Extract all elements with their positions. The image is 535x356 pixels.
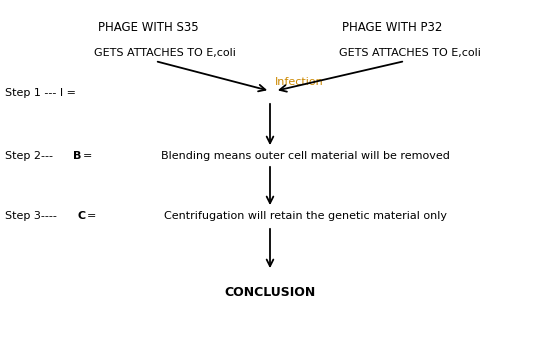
Text: Blending means outer cell material will be removed: Blending means outer cell material will … [160, 151, 449, 161]
Text: PHAGE WITH P32: PHAGE WITH P32 [342, 21, 442, 34]
Text: C: C [77, 211, 85, 221]
Text: GETS ATTACHES TO E,coli: GETS ATTACHES TO E,coli [94, 48, 236, 58]
Text: =: = [83, 151, 93, 161]
Text: PHAGE WITH S35: PHAGE WITH S35 [98, 21, 198, 34]
Text: Step 3----: Step 3---- [5, 211, 57, 221]
Text: CONCLUSION: CONCLUSION [224, 286, 316, 299]
Text: Infection: Infection [275, 77, 324, 87]
Text: B: B [73, 151, 81, 161]
Text: =: = [87, 211, 96, 221]
Text: Step 1 --- I =: Step 1 --- I = [5, 88, 76, 98]
Text: Centrifugation will retain the genetic material only: Centrifugation will retain the genetic m… [164, 211, 447, 221]
Text: Step 2---: Step 2--- [5, 151, 57, 161]
Text: GETS ATTACHES TO E,coli: GETS ATTACHES TO E,coli [339, 48, 481, 58]
